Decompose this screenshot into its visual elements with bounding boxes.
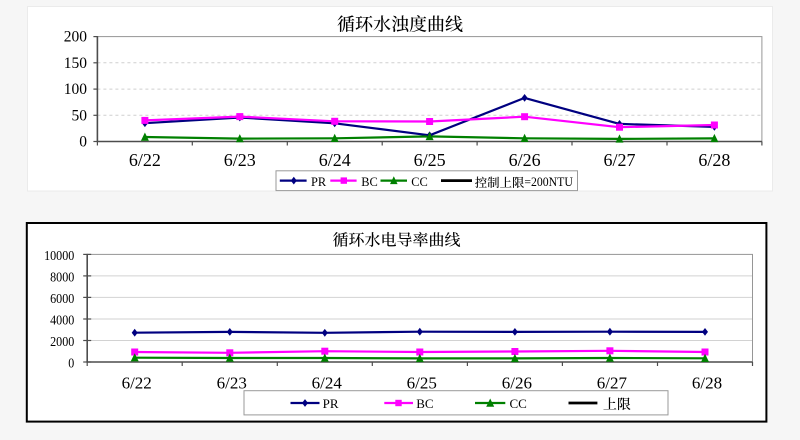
svg-text:200: 200: [64, 29, 88, 46]
svg-text:6/26: 6/26: [509, 150, 541, 170]
svg-text:6000: 6000: [50, 292, 74, 307]
svg-text:6/28: 6/28: [692, 374, 722, 393]
svg-text:6/26: 6/26: [502, 374, 532, 393]
svg-text:8000: 8000: [50, 270, 74, 285]
svg-text:=200NTU: =200NTU: [524, 175, 573, 189]
svg-text:6/25: 6/25: [414, 150, 446, 170]
svg-text:6/28: 6/28: [698, 150, 730, 170]
svg-text:6/23: 6/23: [217, 374, 247, 393]
svg-text:CC: CC: [411, 175, 428, 189]
svg-text:6/24: 6/24: [312, 374, 343, 393]
svg-text:PR: PR: [311, 175, 327, 189]
svg-text:6/24: 6/24: [319, 150, 351, 170]
svg-text:100: 100: [64, 81, 88, 98]
svg-text:6/23: 6/23: [224, 150, 256, 170]
svg-text:2000: 2000: [50, 335, 74, 350]
svg-text:50: 50: [72, 107, 88, 124]
svg-text:BC: BC: [361, 175, 378, 189]
svg-text:6/27: 6/27: [603, 150, 635, 170]
svg-text:BC: BC: [416, 396, 433, 411]
svg-text:6/27: 6/27: [597, 374, 628, 393]
svg-text:6/25: 6/25: [407, 374, 437, 393]
svg-text:0: 0: [79, 134, 87, 151]
svg-text:CC: CC: [510, 396, 527, 411]
svg-text:4000: 4000: [50, 313, 74, 328]
svg-text:6/22: 6/22: [122, 374, 152, 393]
svg-text:150: 150: [64, 55, 88, 72]
svg-text:10000: 10000: [44, 249, 74, 264]
svg-text:6/22: 6/22: [129, 150, 161, 170]
svg-text:PR: PR: [323, 396, 339, 411]
svg-text:0: 0: [68, 356, 74, 371]
